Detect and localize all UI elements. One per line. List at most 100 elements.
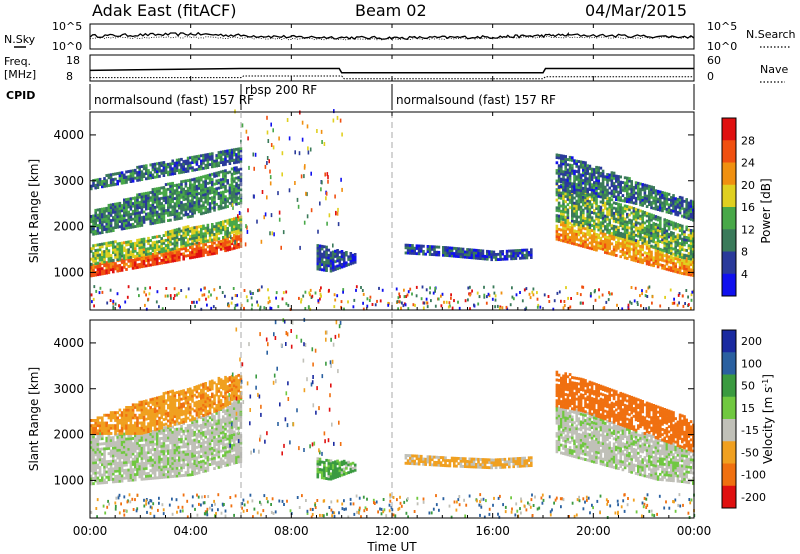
heat-cell <box>661 251 664 254</box>
heat-cell <box>166 294 169 298</box>
heat-cell <box>623 199 627 203</box>
freq-label: Freq. <box>4 55 31 68</box>
heat-cell <box>519 251 522 255</box>
heat-cell <box>92 268 95 272</box>
heat-cell <box>601 211 605 215</box>
heat-cell <box>641 228 644 232</box>
heat-cell <box>153 246 157 249</box>
heat-cell <box>608 186 611 190</box>
heat-cell <box>120 443 124 447</box>
heat-cell <box>687 268 691 271</box>
heat-cell <box>597 220 600 224</box>
heat-cell <box>162 174 166 177</box>
heat-cell <box>406 243 410 247</box>
heat-cell <box>206 194 210 198</box>
heat-cell <box>579 244 583 248</box>
heat-cell <box>173 256 177 260</box>
heat-cell <box>692 247 695 251</box>
heat-cell <box>557 185 561 188</box>
heat-cell <box>107 268 111 272</box>
heat-cell <box>672 226 675 230</box>
heat-cell <box>160 204 163 208</box>
heat-cell <box>173 191 177 195</box>
heat-cell <box>107 229 111 233</box>
heat-cell <box>584 219 587 223</box>
heat-cell <box>206 197 210 201</box>
heat-cell <box>681 272 684 275</box>
heat-cell <box>101 215 104 219</box>
heat-cell <box>208 290 210 294</box>
heat-cell <box>353 253 357 256</box>
heat-cell <box>103 212 106 216</box>
heat-cell <box>601 174 605 178</box>
heat-cell <box>138 433 141 437</box>
heat-cell <box>129 465 133 469</box>
heat-cell <box>632 225 636 229</box>
heat-cell <box>105 222 108 226</box>
heat-cell <box>120 179 124 182</box>
heat-cell <box>211 244 214 248</box>
heat-cell <box>566 176 570 180</box>
heat-cell <box>630 200 633 204</box>
heat-cell <box>617 185 620 189</box>
heat-cell <box>138 238 141 242</box>
heat-cell <box>94 211 97 215</box>
heat-cell <box>114 245 117 249</box>
heat-cell <box>228 231 232 235</box>
heat-cell <box>189 237 192 241</box>
heat-cell <box>674 212 677 216</box>
heat-cell <box>153 205 157 209</box>
heat-cell <box>685 270 688 274</box>
heat-cell <box>129 473 133 477</box>
heat-cell <box>665 252 669 256</box>
heat-cell <box>217 237 221 241</box>
heat-cell <box>158 465 161 469</box>
heat-cell <box>101 218 104 221</box>
heat-cell <box>173 251 177 255</box>
heat-cell <box>162 256 166 259</box>
heat-cell <box>687 273 691 277</box>
heat-cell <box>175 209 179 213</box>
heat-cell <box>164 253 168 256</box>
heat-cell <box>641 203 644 207</box>
heat-cell <box>689 199 693 203</box>
heat-cell <box>211 196 214 200</box>
heat-cell <box>670 201 673 205</box>
heat-cell <box>180 234 183 238</box>
heat-cell <box>173 231 177 235</box>
heat-cell <box>623 246 627 249</box>
heat-cell <box>101 442 104 446</box>
heat-cell <box>331 266 335 270</box>
heat-cell <box>145 307 148 311</box>
heat-cell <box>197 233 201 237</box>
heat-cell <box>112 216 115 219</box>
heat-cell <box>329 264 333 268</box>
heat-cell <box>178 469 181 473</box>
heat-cell <box>116 464 119 468</box>
heat-cell <box>158 205 161 208</box>
heat-cell <box>134 199 137 202</box>
heat-cell <box>156 445 159 449</box>
heat-cell <box>149 438 152 441</box>
heat-cell <box>665 207 669 211</box>
heat-cell <box>648 236 651 239</box>
heat-cell <box>619 234 622 238</box>
heat-cell <box>555 156 559 159</box>
heat-cell <box>678 195 682 199</box>
heat-cell <box>237 189 240 192</box>
heat-cell <box>175 451 179 455</box>
heat-cell <box>169 451 172 455</box>
heat-cell <box>180 435 183 439</box>
heat-cell <box>639 225 642 228</box>
heat-cell <box>571 206 574 210</box>
heat-cell <box>145 456 148 460</box>
heat-cell <box>656 197 660 201</box>
heat-cell <box>334 298 337 302</box>
heat-cell <box>685 289 688 292</box>
heat-cell <box>590 170 594 174</box>
heat-cell <box>103 465 106 469</box>
heat-cell <box>237 176 240 179</box>
heat-cell <box>169 165 172 168</box>
heat-cell <box>186 194 190 198</box>
heat-cell <box>667 211 671 214</box>
